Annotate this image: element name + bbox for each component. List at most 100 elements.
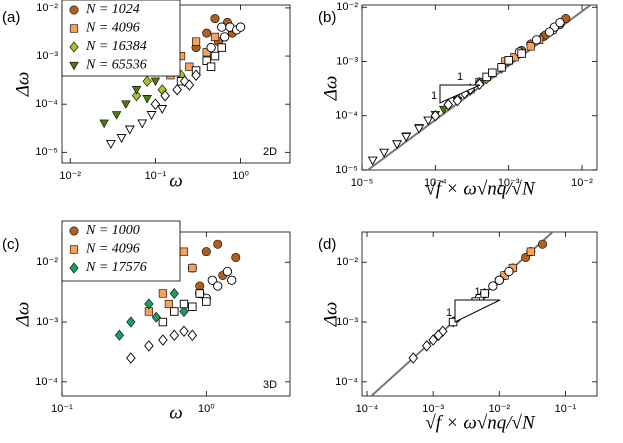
y-tick-label: 10⁻⁵	[35, 146, 58, 158]
marker	[111, 111, 122, 120]
marker	[210, 14, 220, 24]
marker	[423, 116, 434, 126]
marker	[504, 56, 513, 65]
legend-label: N = 17576	[85, 260, 147, 275]
marker	[235, 22, 246, 32]
x-tick-label: 10⁻⁴	[356, 403, 379, 415]
x-tick-label: 10⁻¹	[145, 170, 167, 182]
y-tick-label: 10⁻²	[36, 256, 58, 268]
marker	[169, 287, 179, 300]
marker	[105, 140, 116, 149]
marker	[526, 247, 535, 256]
marker	[164, 299, 173, 309]
marker	[188, 263, 197, 273]
legend-label: N = 1000	[85, 223, 140, 238]
panel: 10⁻¹ 10⁰ 10⁻⁴ 10⁻³ 10⁻² 3D N = 1000 N = 4096 N =…	[2, 220, 291, 423]
slope-triangle	[454, 299, 501, 323]
marker	[227, 275, 237, 285]
x-tick-label: 10⁰	[198, 403, 215, 415]
y-tick-label: 10⁻⁴	[335, 110, 358, 122]
x-tick-label: 10⁻¹	[555, 403, 577, 415]
legend-box	[61, 220, 181, 282]
x-tick-label: 10⁰	[232, 170, 249, 182]
x-tick-label: 10⁻⁴	[424, 177, 447, 189]
y-tick-label: 10⁻²	[36, 2, 58, 14]
marker	[213, 281, 223, 291]
marker	[213, 239, 223, 249]
marker	[187, 329, 198, 342]
y-tick-label: 10⁻²	[336, 256, 358, 268]
marker	[379, 148, 390, 158]
slope-triangle	[439, 84, 481, 104]
marker	[144, 340, 154, 352]
panel-label: (a)	[2, 9, 20, 26]
marker	[150, 77, 161, 87]
marker	[401, 132, 412, 142]
marker	[116, 134, 127, 143]
marker	[146, 111, 157, 120]
marker	[217, 43, 226, 52]
marker	[220, 32, 230, 42]
marker	[158, 289, 167, 298]
marker	[488, 281, 498, 291]
marker	[488, 68, 497, 77]
panel: 10⁻⁴ 10⁻³ 10⁻² 10⁻¹ 10⁻⁴ 10⁻³ 10⁻² 1 1 (d) √f × ω√…	[318, 231, 598, 433]
marker	[421, 340, 432, 352]
marker	[69, 226, 79, 236]
y-tick-label: 10⁻⁴	[35, 376, 58, 388]
marker	[433, 329, 444, 342]
marker	[531, 35, 542, 45]
marker	[201, 247, 211, 257]
marker	[474, 78, 485, 91]
marker	[69, 41, 79, 53]
marker	[170, 307, 179, 316]
slope-label: 1	[431, 90, 437, 102]
marker	[172, 83, 182, 96]
y-axis-label: Δω	[12, 302, 33, 328]
marker	[206, 62, 216, 71]
marker	[202, 56, 211, 65]
y-axis-label: Δω	[320, 302, 341, 328]
marker	[231, 252, 241, 262]
panel-label: (d)	[318, 236, 336, 253]
panel: 10⁻² 10⁻¹ 10⁰ 10⁻⁵ 10⁻⁴ 10⁻³ 10⁻² 2D N = 1024 N =…	[2, 0, 291, 191]
marker	[144, 298, 154, 310]
marker	[494, 275, 504, 285]
slope-label: 1	[474, 286, 480, 298]
marker	[222, 266, 233, 277]
legend-box	[61, 0, 181, 77]
x-tick-label: 10⁻²	[488, 403, 510, 415]
legend-label: N = 4096	[85, 21, 140, 36]
legend-label: N = 16384	[85, 39, 147, 54]
marker	[195, 289, 204, 298]
slope-label: 1	[457, 71, 463, 83]
legend-label: N = 65536	[85, 58, 147, 73]
x-tick-label: 10⁻³	[422, 403, 444, 415]
marker	[157, 105, 168, 114]
legend-label: N = 4096	[85, 242, 140, 257]
y-tick-label: 10⁻³	[336, 316, 358, 328]
y-tick-label: 10⁻³	[336, 55, 358, 67]
x-axis-label: ω	[169, 170, 182, 191]
marker	[428, 334, 438, 346]
marker	[202, 297, 211, 306]
x-tick-label: 10⁻²	[571, 177, 593, 189]
marker	[131, 86, 142, 95]
marker	[206, 42, 216, 53]
legend-label: N = 1024	[85, 2, 140, 17]
marker	[69, 24, 79, 33]
marker	[142, 95, 152, 104]
x-axis-label: √f × ω√nq/√N	[425, 178, 536, 199]
panel: 10⁻⁵ 10⁻⁴ 10⁻³ 10⁻² 10⁻⁵ 10⁻⁴ 10⁻³ 10⁻² 1 1 (b) √f …	[318, 1, 598, 199]
x-axis-label: √f × ω√nq/√N	[425, 412, 536, 433]
panel-label: (c)	[2, 236, 20, 253]
y-tick-label: 10⁻³	[36, 316, 58, 328]
marker	[169, 329, 180, 342]
y-tick-label: 10⁻⁴	[335, 376, 358, 388]
marker	[392, 140, 402, 150]
marker	[179, 305, 189, 318]
marker	[438, 105, 449, 115]
marker	[150, 98, 161, 110]
x-tick-label: 10⁻⁵	[351, 177, 374, 189]
